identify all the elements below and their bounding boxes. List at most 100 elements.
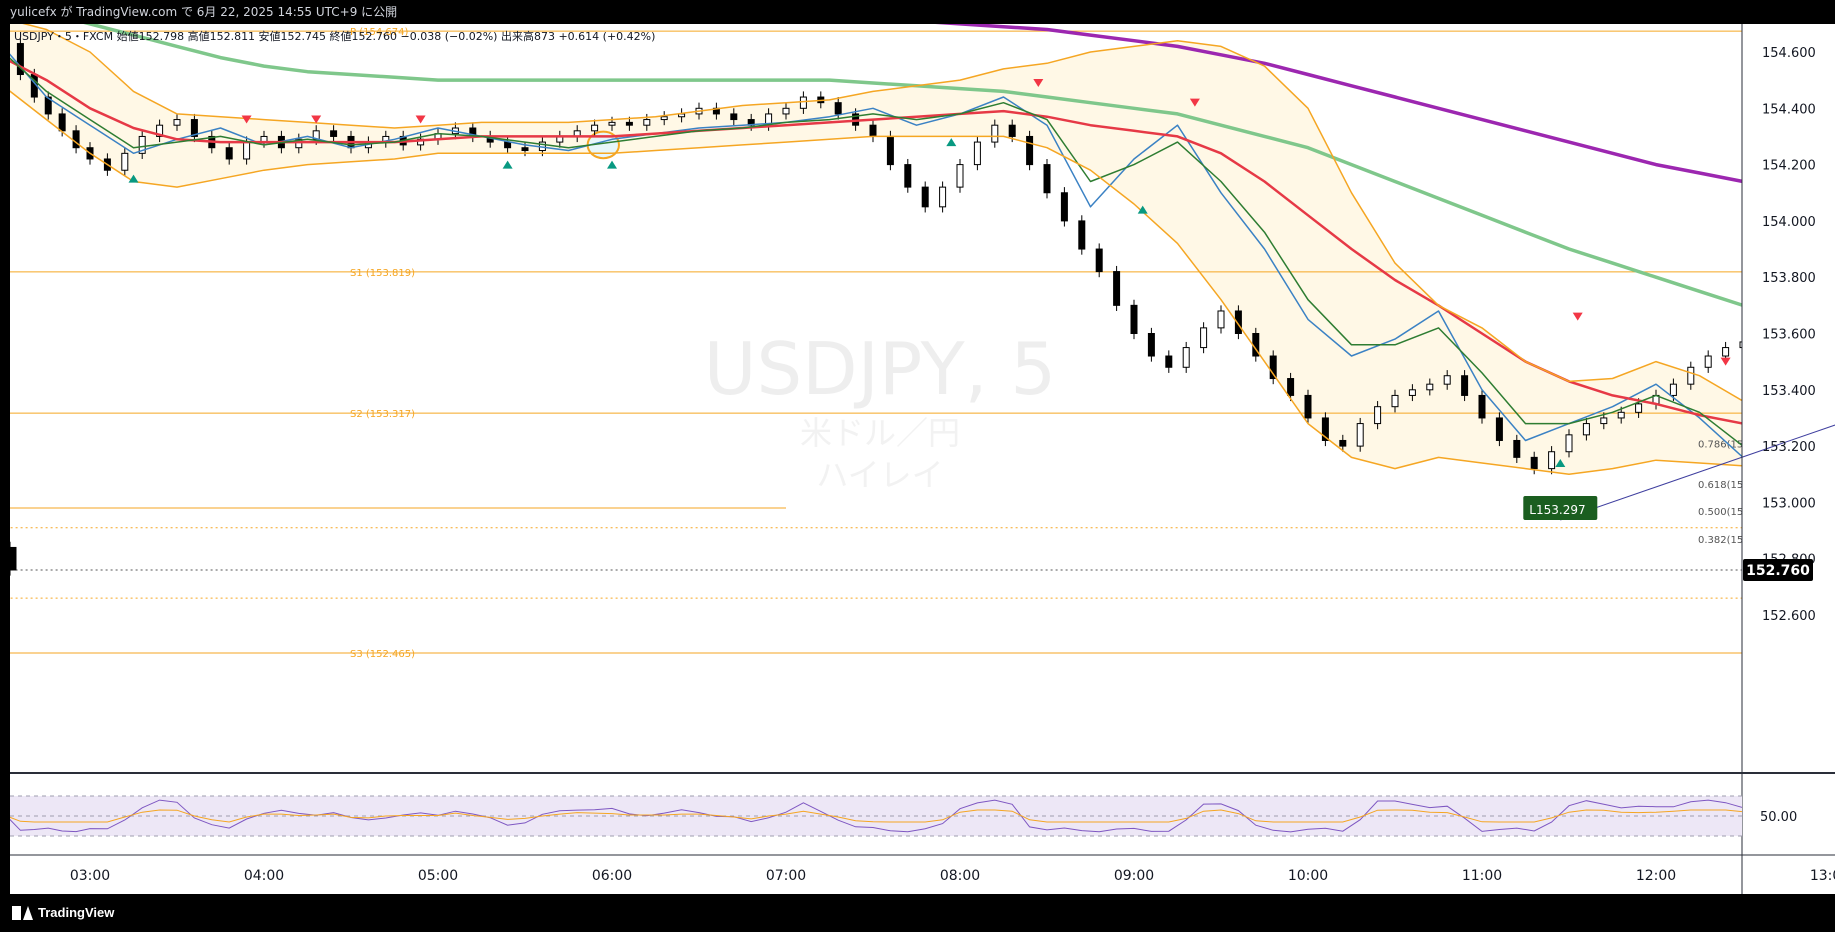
candle-body	[1739, 341, 1742, 349]
candle-body	[10, 558, 17, 571]
entry-circle	[1769, 395, 1835, 469]
time-axis[interactable]: 03:00 04:00 05:00 06:00 07:00 08:00 09:00 10:00…	[70, 868, 1835, 884]
candle-body	[190, 119, 198, 137]
buy-signal-marker	[946, 138, 957, 147]
indicator-series-line	[10, 53, 1742, 458]
candle-body	[58, 113, 66, 132]
price-tick-label: 153.200	[1762, 440, 1816, 455]
sell-signal-marker	[415, 115, 426, 124]
candle-body	[1617, 411, 1625, 419]
bollinger-band-fill	[10, 24, 1742, 475]
time-tick-label: 03:00	[70, 868, 110, 884]
sell-signal-marker	[1572, 312, 1583, 321]
candle-body	[904, 164, 912, 188]
price-tick-label: 153.600	[1762, 328, 1816, 343]
candle-body	[330, 130, 338, 137]
candle-body	[1495, 417, 1503, 441]
current-price-label: 152.760	[1746, 563, 1810, 579]
price-tick-label: 154.200	[1762, 159, 1816, 174]
candle-body	[956, 164, 964, 188]
candle-body	[1043, 164, 1051, 194]
time-tick-label: 09:00	[1114, 868, 1154, 884]
candle-body	[799, 96, 807, 109]
buy-signal-marker	[1137, 205, 1148, 214]
indicator-series-line	[935, 24, 1742, 184]
candle-body	[1339, 439, 1347, 447]
fib-level-label: 0.500(15	[1698, 507, 1743, 518]
watermark-main: USDJPY, 5	[704, 327, 1056, 411]
candle-body	[1704, 355, 1712, 368]
indicator-series-line	[83, 24, 1742, 307]
chart-frame: USDJPY, 5 米ドル／円 ハイレイ P (154.674) S1 (153.…	[10, 24, 1835, 894]
candle-body	[1548, 451, 1556, 470]
candle-body	[1530, 456, 1538, 470]
rsi-line	[10, 799, 1742, 833]
indicator-series-line	[10, 57, 1742, 447]
candle-body	[1026, 135, 1034, 166]
candle-body	[243, 141, 251, 160]
candle-body	[1147, 333, 1155, 357]
time-tick-label: 12:00	[1636, 868, 1676, 884]
candle-body	[991, 124, 999, 143]
candle-body	[1635, 403, 1643, 413]
buy-signal-marker	[1764, 476, 1774, 484]
pivot-label: P (154.674)	[350, 27, 408, 38]
indicator-series-line	[10, 59, 1742, 425]
price-chart[interactable]: USDJPY, 5 米ドル／円 ハイレイ P (154.674) S1 (153.…	[10, 24, 1835, 894]
candle-body	[521, 147, 529, 152]
candle-body	[608, 121, 616, 126]
candle-body	[1095, 248, 1103, 273]
buy-signal-marker	[128, 174, 139, 183]
current-price-badge-bg	[1743, 558, 1813, 581]
brand-name: TradingView	[38, 905, 115, 920]
fib-level-label: 0.618(15	[1698, 480, 1743, 491]
candle-body	[1687, 366, 1695, 385]
symbol-watermark: USDJPY, 5 米ドル／円 ハイレイ	[704, 327, 1056, 494]
candle-body	[1165, 355, 1173, 368]
candle-body	[660, 116, 668, 121]
watermark-sub1: 米ドル／円	[800, 414, 960, 452]
ohlc-legend: USDJPY・5・FXCM 始値152.798 高値152.811 安値152.…	[14, 29, 655, 43]
price-tick-label: 153.800	[1762, 271, 1816, 286]
current-price-badge: 152.760	[1743, 558, 1813, 581]
candle-body	[173, 119, 181, 126]
time-tick-label: 10:00	[1288, 868, 1328, 884]
candle-body	[973, 141, 981, 166]
sell-signal-marker	[1189, 98, 1200, 107]
candle-body	[1426, 383, 1434, 391]
level-lines: P (154.674) S1 (153.819) S2 (153.317) S3 (1…	[10, 27, 1743, 660]
candle-body	[1792, 362, 1798, 368]
candle-body	[1565, 434, 1573, 453]
candle-body	[1287, 378, 1295, 396]
time-tick-label: 04:00	[244, 868, 284, 884]
candle-body	[1391, 394, 1399, 408]
candle-body	[1600, 417, 1608, 425]
pivot-label: S1 (153.819)	[350, 268, 415, 279]
candle-body	[1810, 367, 1816, 378]
time-tick-label: 11:00	[1462, 868, 1502, 884]
candle-body	[1757, 342, 1763, 353]
tradingview-logo[interactable]: TradingView	[12, 905, 114, 920]
candle-body	[1008, 124, 1016, 137]
sell-signal-marker	[311, 115, 322, 124]
indicator-series-line	[10, 90, 1742, 476]
candle-body	[1775, 353, 1781, 361]
candle-body	[1182, 347, 1190, 368]
candle-body	[504, 141, 512, 149]
price-axis[interactable]: 154.600 154.400 154.200 154.000 153.800 153.6…	[1762, 46, 1816, 624]
candle-body	[1513, 439, 1521, 458]
candle-body	[1234, 310, 1242, 335]
candle-body	[1827, 379, 1833, 390]
candle-body	[1217, 310, 1225, 329]
candle-body	[625, 121, 633, 126]
rsi-level-label: 50.00	[1760, 810, 1797, 825]
price-tick-label: 152.600	[1762, 609, 1816, 624]
candle-body	[1374, 406, 1382, 425]
sell-signal-marker	[1033, 78, 1044, 87]
candle-body	[730, 113, 738, 121]
rsi-signal-line	[10, 809, 1742, 823]
candle-body	[44, 96, 52, 115]
time-tick-label: 08:00	[940, 868, 980, 884]
candle-body	[886, 135, 894, 166]
